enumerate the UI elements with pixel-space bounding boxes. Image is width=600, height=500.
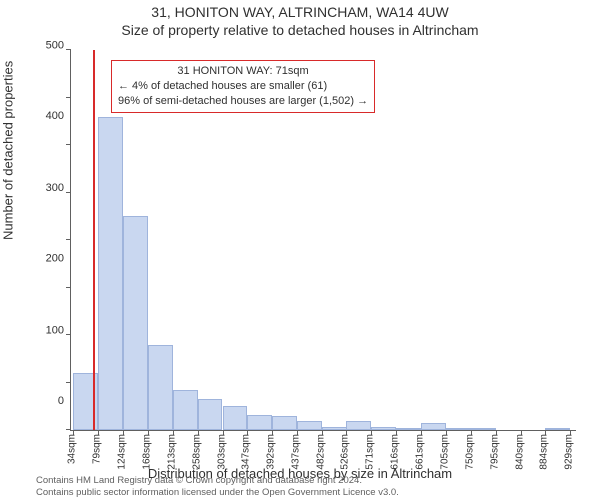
x-axis-label: 616sqm — [390, 434, 401, 470]
histogram-bar — [471, 428, 496, 430]
annotation-line: 96% of semi-detached houses are larger (… — [118, 94, 368, 109]
x-axis-label: 303sqm — [216, 434, 227, 470]
x-axis-label: 168sqm — [141, 434, 152, 470]
y-tick — [66, 382, 71, 383]
x-axis-label: 526sqm — [340, 434, 351, 470]
histogram-bar — [123, 216, 148, 430]
x-axis-label: 750sqm — [464, 434, 475, 470]
y-tick — [66, 144, 71, 145]
x-axis-label: 661sqm — [415, 434, 426, 470]
histogram-bar — [198, 399, 223, 430]
histogram-bar — [272, 416, 297, 430]
x-axis-label: 34sqm — [67, 434, 78, 464]
footer-line-1: Contains HM Land Registry data © Crown c… — [36, 475, 399, 486]
annotation-line: 31 HONITON WAY: 71sqm — [118, 64, 368, 79]
histogram-bar — [148, 345, 173, 431]
x-axis-label: 705sqm — [439, 434, 450, 470]
histogram-bar — [98, 117, 123, 431]
x-axis-label: 929sqm — [563, 434, 574, 470]
y-tick — [66, 334, 71, 335]
histogram-bar — [396, 428, 421, 430]
x-axis-label: 347sqm — [240, 434, 251, 470]
footer-line-2: Contains public sector information licen… — [36, 487, 399, 498]
x-axis-label: 482sqm — [315, 434, 326, 470]
property-annotation-box: 31 HONITON WAY: 71sqm← 4% of detached ho… — [111, 60, 375, 113]
histogram-bar — [421, 423, 446, 430]
x-axis-label: 392sqm — [265, 434, 276, 470]
histogram-bar — [322, 427, 347, 430]
property-marker-line — [93, 50, 95, 430]
y-tick — [66, 192, 71, 193]
histogram-bar — [247, 415, 272, 430]
x-axis-label: 124sqm — [117, 434, 128, 470]
y-tick — [66, 239, 71, 240]
y-tick — [66, 429, 71, 430]
attribution-footer: Contains HM Land Registry data © Crown c… — [36, 475, 399, 498]
page-title-subtitle: Size of property relative to detached ho… — [0, 22, 600, 38]
x-axis-label: 840sqm — [514, 434, 525, 470]
x-axis-label: 571sqm — [365, 434, 376, 470]
histogram-bar — [346, 421, 371, 430]
y-tick — [66, 49, 71, 50]
histogram-bar — [446, 428, 471, 430]
histogram-bar — [223, 406, 248, 430]
x-axis-label: 258sqm — [191, 434, 202, 470]
y-tick — [66, 287, 71, 288]
histogram-bar — [297, 421, 322, 430]
x-axis-label: 437sqm — [290, 434, 301, 470]
histogram-bar — [545, 428, 570, 430]
y-axis-label: 800 — [46, 0, 64, 275]
y-tick — [66, 97, 71, 98]
page-title-address: 31, HONITON WAY, ALTRINCHAM, WA14 4UW — [0, 4, 600, 20]
x-axis-label: 795sqm — [489, 434, 500, 470]
histogram-plot: 31 HONITON WAY: 71sqm← 4% of detached ho… — [70, 50, 576, 431]
x-axis-label: 79sqm — [92, 434, 103, 464]
x-axis-label: 213sqm — [166, 434, 177, 470]
histogram-bar — [371, 427, 396, 430]
y-axis-title: Number of detached properties — [1, 61, 16, 240]
annotation-line: ← 4% of detached houses are smaller (61) — [118, 79, 368, 94]
histogram-bar — [173, 390, 198, 430]
x-axis-label: 884sqm — [538, 434, 549, 470]
